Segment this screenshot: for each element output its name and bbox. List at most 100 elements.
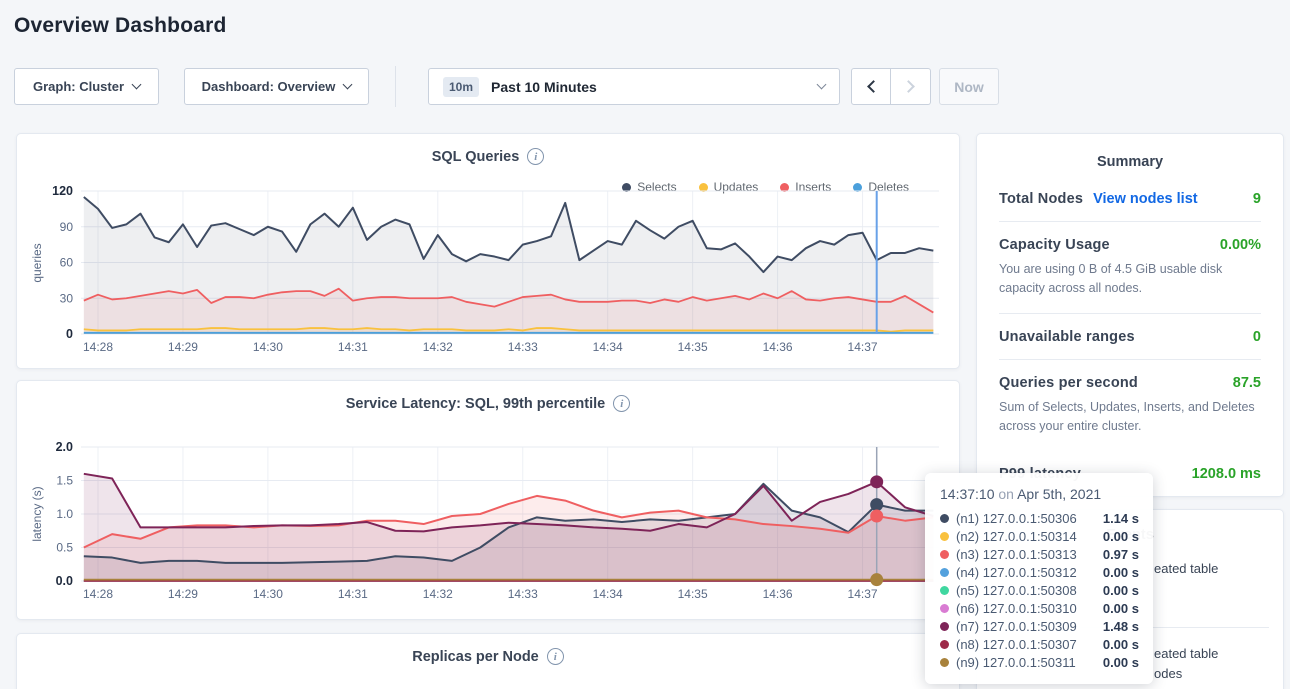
svg-text:1.0: 1.0: [56, 507, 73, 521]
chart-canvas[interactable]: 14:28 14:29 14:30 14:31 14:32 14:33 14:34 14:35…: [17, 134, 961, 375]
chart-canvas[interactable]: 14:28 14:29 14:30 14:31 14:32 14:33 14:34 14:35…: [17, 381, 961, 626]
time-range-selector[interactable]: 10m Past 10 Minutes: [428, 68, 840, 105]
svg-text:0: 0: [66, 327, 73, 341]
summary-panel: Summary Total NodesView nodes list9Capac…: [976, 133, 1284, 497]
graph-dropdown-label: Graph: Cluster: [33, 79, 124, 94]
svg-text:2.0: 2.0: [56, 440, 73, 454]
series-dot-icon: [940, 604, 949, 613]
summary-row-value: 1208.0 ms: [1192, 466, 1261, 482]
event-text: eated table: [1154, 561, 1218, 576]
tooltip-row: (n9) 127.0.0.1:50311 0.00 s: [940, 653, 1139, 671]
series-dot-icon: [940, 514, 949, 523]
tooltip-node-address: (n4) 127.0.0.1:50312: [956, 565, 1077, 580]
tooltip-node-value: 0.00 s: [1103, 583, 1139, 598]
summary-row-value: 0.00%: [1220, 237, 1261, 253]
tooltip-row: (n4) 127.0.0.1:50312 0.00 s: [940, 563, 1139, 581]
summary-row-description: You are using 0 B of 4.5 GiB usable disk…: [999, 260, 1261, 299]
time-range-badge: 10m: [443, 77, 479, 97]
summary-title: Summary: [977, 134, 1283, 170]
graph-dropdown[interactable]: Graph: Cluster: [14, 68, 159, 105]
svg-text:14:30: 14:30: [253, 587, 283, 601]
series-dot-icon: [940, 532, 949, 541]
tooltip-node-address: (n2) 127.0.0.1:50314: [956, 529, 1077, 544]
tooltip-node-address: (n6) 127.0.0.1:50310: [956, 601, 1077, 616]
chevron-right-icon: [902, 80, 915, 93]
svg-text:14:37: 14:37: [848, 340, 878, 354]
dashboard-dropdown[interactable]: Dashboard: Overview: [184, 68, 369, 105]
summary-row-label: Unavailable ranges: [999, 329, 1135, 345]
tooltip-row: (n5) 127.0.0.1:50308 0.00 s: [940, 581, 1139, 599]
svg-text:14:31: 14:31: [338, 340, 368, 354]
tooltip-row: (n8) 127.0.0.1:50307 0.00 s: [940, 635, 1139, 653]
time-range-label: Past 10 Minutes: [491, 79, 597, 95]
svg-text:14:31: 14:31: [338, 587, 368, 601]
svg-text:14:35: 14:35: [678, 587, 708, 601]
tooltip-node-address: (n9) 127.0.0.1:50311: [956, 655, 1076, 670]
svg-text:30: 30: [60, 291, 74, 305]
tooltip-node-address: (n7) 127.0.0.1:50309: [956, 619, 1077, 634]
service-latency-panel: Service Latency: SQL, 99th percentile i …: [16, 380, 960, 620]
svg-text:120: 120: [52, 184, 73, 198]
chevron-down-icon: [132, 80, 142, 90]
svg-text:14:33: 14:33: [508, 340, 538, 354]
svg-text:14:28: 14:28: [83, 587, 113, 601]
page-title: Overview Dashboard: [14, 14, 227, 38]
tooltip-row: (n7) 127.0.0.1:50309 1.48 s: [940, 617, 1139, 635]
svg-text:14:32: 14:32: [423, 340, 453, 354]
now-button[interactable]: Now: [939, 68, 999, 105]
tooltip-node-address: (n3) 127.0.0.1:50313: [956, 547, 1077, 562]
svg-text:14:28: 14:28: [83, 340, 113, 354]
view-nodes-list-link[interactable]: View nodes list: [1093, 191, 1198, 207]
svg-text:14:34: 14:34: [593, 587, 623, 601]
info-icon[interactable]: i: [547, 648, 564, 665]
tooltip-node-value: 0.00 s: [1103, 637, 1139, 652]
tooltip-node-address: (n1) 127.0.0.1:50306: [956, 511, 1077, 526]
summary-row-value: 0: [1253, 329, 1261, 345]
chevron-down-icon: [343, 80, 353, 90]
svg-text:14:35: 14:35: [678, 340, 708, 354]
tooltip-node-value: 1.14 s: [1103, 511, 1139, 526]
tooltip-node-address: (n5) 127.0.0.1:50308: [956, 583, 1077, 598]
tooltip-node-value: 0.97 s: [1103, 547, 1139, 562]
series-dot-icon: [940, 658, 949, 667]
series-dot-icon: [940, 568, 949, 577]
overview-dashboard-page: Overview Dashboard Graph: Cluster Dashbo…: [0, 0, 1290, 689]
time-prev-button[interactable]: [851, 68, 891, 105]
summary-row-label: Queries per second: [999, 375, 1138, 391]
svg-text:14:36: 14:36: [763, 587, 793, 601]
tooltip-node-address: (n8) 127.0.0.1:50307: [956, 637, 1077, 652]
tooltip-row: (n6) 127.0.0.1:50310 0.00 s: [940, 599, 1139, 617]
time-next-button[interactable]: [891, 68, 931, 105]
toolbar-divider: [395, 66, 396, 107]
svg-text:14:36: 14:36: [763, 340, 793, 354]
svg-text:14:33: 14:33: [508, 587, 538, 601]
tooltip-node-value: 0.00 s: [1103, 529, 1139, 544]
svg-text:60: 60: [60, 256, 74, 270]
series-dot-icon: [940, 640, 949, 649]
summary-row-description: Sum of Selects, Updates, Inserts, and De…: [999, 398, 1261, 437]
tooltip-node-value: 0.00 s: [1103, 655, 1139, 670]
series-dot-icon: [940, 622, 949, 631]
sql-queries-panel: SQL Queries i SelectsUpdatesInsertsDelet…: [16, 133, 960, 369]
chart-hover-tooltip: 14:37:10 on Apr 5th, 2021 (n1) 127.0.0.1…: [925, 473, 1153, 684]
event-text: eated table: [1154, 646, 1218, 661]
svg-text:14:37: 14:37: [848, 587, 878, 601]
svg-text:14:32: 14:32: [423, 587, 453, 601]
svg-text:14:29: 14:29: [168, 587, 198, 601]
time-step-buttons: [851, 68, 931, 105]
tooltip-node-value: 0.00 s: [1103, 601, 1139, 616]
svg-text:0.5: 0.5: [56, 541, 73, 555]
tooltip-node-value: 0.00 s: [1103, 565, 1139, 580]
svg-text:14:34: 14:34: [593, 340, 623, 354]
svg-text:14:30: 14:30: [253, 340, 283, 354]
tooltip-node-value: 1.48 s: [1103, 619, 1139, 634]
summary-row: Capacity Usage 0.00% You are using 0 B of …: [999, 221, 1261, 313]
summary-row: Unavailable ranges 0: [999, 313, 1261, 359]
dashboard-dropdown-label: Dashboard: Overview: [202, 79, 336, 94]
summary-row: Queries per second87.5Sum of Selects, Up…: [999, 359, 1261, 451]
tooltip-row: (n3) 127.0.0.1:50313 0.97 s: [940, 545, 1139, 563]
chevron-down-icon: [817, 80, 827, 90]
summary-row-label: Capacity Usage: [999, 237, 1110, 253]
svg-text:14:29: 14:29: [168, 340, 198, 354]
svg-text:0.0: 0.0: [56, 574, 73, 588]
